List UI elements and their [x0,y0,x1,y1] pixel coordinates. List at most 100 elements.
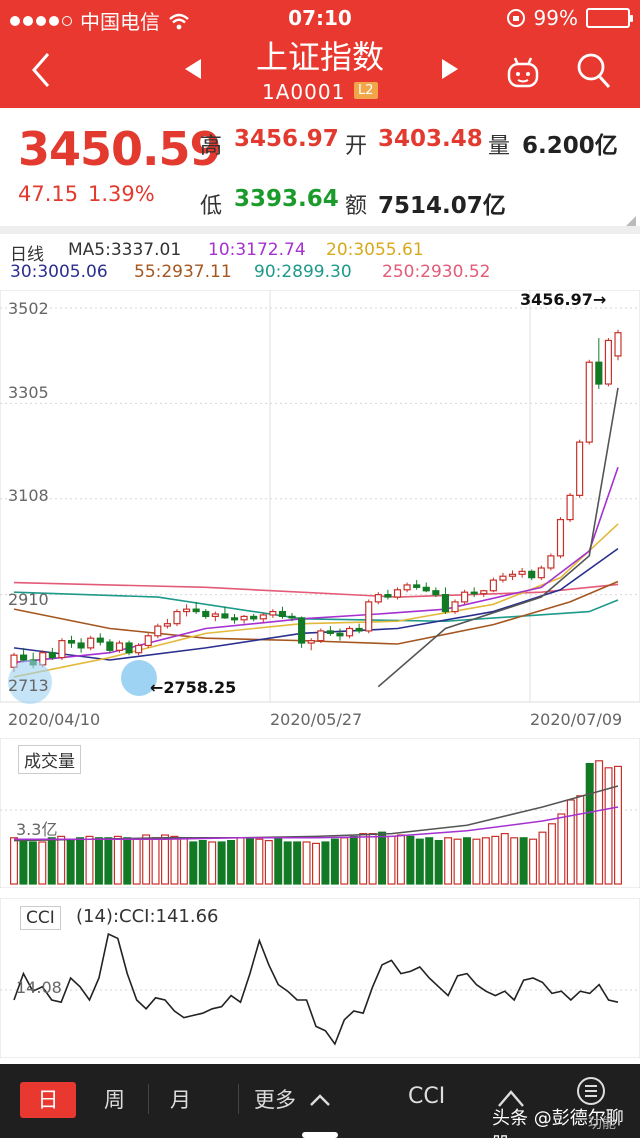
x-label-end: 2020/07/09 [530,710,623,729]
prev-icon[interactable] [183,58,203,80]
volume-bar [547,823,556,885]
candle [365,601,373,632]
watermark: 头条 @彭德尔聊股 [492,1108,624,1138]
volume-bar [500,832,509,885]
price-change: 47.15 [18,182,79,206]
period-label[interactable]: 日线 [10,245,44,265]
candle [614,332,622,357]
candle [461,591,469,603]
candle [566,494,574,521]
candle [393,589,402,598]
search-icon[interactable] [576,52,612,90]
volume-bar [293,841,302,885]
candle [202,610,210,618]
y-tick-3108: 3108 [8,486,49,505]
candle [221,613,229,619]
volume-bar [585,763,594,885]
volume-y-tick: 3.3亿 [16,820,58,839]
volume-bar [510,837,519,885]
cci-line [13,932,619,1046]
volume-bar [255,838,264,885]
y-tick-3305: 3305 [8,383,49,402]
function-label[interactable]: 功能 [588,1116,616,1132]
tab-cci[interactable]: CCI [408,1084,446,1109]
amount-value: 7514.07亿 [378,193,506,219]
cci-chart[interactable] [0,898,640,1058]
candle [87,637,95,649]
volume-chart[interactable] [0,738,640,888]
volume-bar [340,837,349,885]
candle [336,632,344,637]
candle [259,614,267,620]
y-tick-3502: 3502 [8,299,49,318]
volume-bar [170,835,179,885]
battery-percent: 99% [533,6,578,30]
volume-bar [453,838,462,885]
candle [422,586,430,592]
next-icon[interactable] [440,58,460,80]
volume-bar [396,834,405,885]
candle [556,518,565,557]
volume-bar [104,837,113,885]
rotation-lock-icon [506,9,525,27]
stock-code: 1A0001 [262,80,346,104]
cci-y-tick: 14.08 [16,978,62,997]
wifi-icon [169,13,189,29]
home-indicator[interactable] [302,1132,338,1138]
candle [240,615,248,621]
chevron-up-icon[interactable] [496,1086,526,1112]
candle [489,579,497,592]
page-title: 上证指数 [255,38,384,76]
ma250-label: 250:2930.52 [382,262,491,282]
candle [547,555,555,569]
chevron-up-icon [309,1094,330,1106]
volume-ma-long [14,806,619,840]
kline-chart[interactable] [0,290,640,730]
volume-bar [566,799,575,885]
candle [173,610,181,625]
volume-bar [529,838,538,885]
volume-bar [179,837,188,885]
candle [326,630,334,634]
ma5-label: MA5:3337.01 [68,240,182,260]
open-label: 开 [345,134,368,159]
candle [288,615,296,619]
volume-bar [274,837,283,885]
max-annotation: 3456.97→ [520,290,607,309]
candle [135,644,143,654]
expand-corner-icon[interactable] [626,216,636,226]
tab-day[interactable]: 日 [20,1082,76,1118]
candle [115,642,124,651]
volume-bar [349,835,358,885]
volume-bar [387,835,396,885]
candle [413,584,421,588]
level2-badge[interactable]: L2 [354,82,378,99]
volume-bar [519,837,528,885]
volume-bar [47,837,56,885]
status-time: 07:10 [288,6,352,30]
volume-bar [444,837,453,885]
high-label: 高 [200,134,223,159]
cci-title[interactable]: CCI [20,906,61,930]
menu-icon[interactable] [576,1076,606,1106]
candle [317,630,325,642]
volume-title[interactable]: 成交量 [18,745,81,774]
tab-more[interactable]: 更多 [254,1084,331,1114]
back-icon[interactable] [24,50,60,90]
tab-week[interactable]: 周 [104,1088,125,1112]
candle [58,640,66,659]
volume-bar [557,813,566,885]
carrier-label: 中国电信 [80,10,160,34]
volume-bar [368,832,377,885]
volume-bar [236,837,245,885]
volume-bar [359,832,368,885]
ma55-label: 55:2937.11 [134,262,232,282]
ma10-label: 10:3172.74 [208,240,306,260]
battery-icon [586,8,633,28]
tab-month[interactable]: 月 [170,1088,191,1112]
robot-icon[interactable] [506,56,540,88]
candle [480,590,488,595]
volume-bar [491,835,500,885]
header: 中国电信 07:10 99% 上证指数 [0,0,640,108]
status-bar: 中国电信 07:10 99% [0,0,640,36]
